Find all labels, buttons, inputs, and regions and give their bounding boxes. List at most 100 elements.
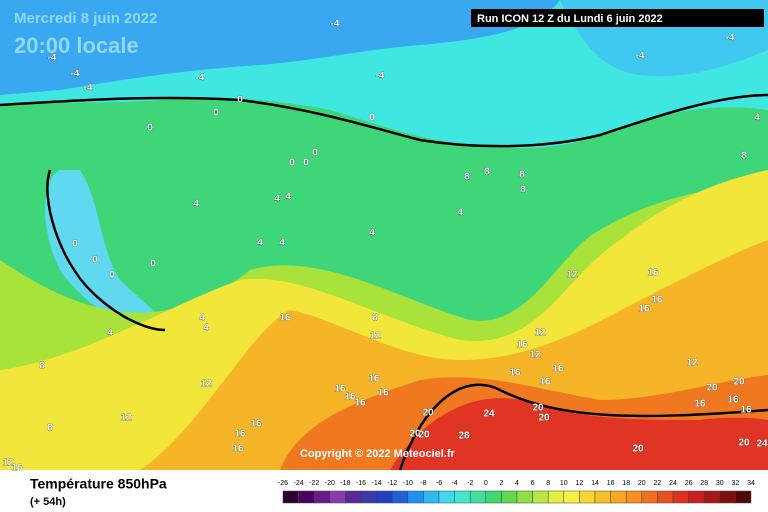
legend: Température 850hPa (+ 54h) -26 -24 -22 -20-… bbox=[30, 476, 755, 508]
contour-label: 16 bbox=[232, 444, 244, 455]
scale-label: 10 bbox=[560, 480, 568, 487]
contour-label: 0 bbox=[303, 158, 309, 169]
contour-label: 16 bbox=[509, 368, 521, 379]
contour-label: 4 bbox=[457, 208, 463, 219]
contour-label: 16 bbox=[694, 399, 706, 410]
scale-label: -14 bbox=[372, 480, 382, 487]
contour-label: 12 bbox=[686, 358, 698, 369]
contour-label: 16 bbox=[740, 405, 752, 416]
contour-label: 12 bbox=[529, 350, 541, 361]
scale-swatch bbox=[579, 490, 596, 504]
contour-label: 0 bbox=[369, 113, 375, 124]
labrador-cold bbox=[45, 170, 162, 330]
contour-label: 20 bbox=[422, 408, 434, 419]
scale-label: 34 bbox=[747, 480, 755, 487]
date: Mercredi 8 juin 2022 bbox=[14, 10, 157, 27]
scale-swatch bbox=[547, 490, 565, 504]
contour-label: 20 bbox=[632, 444, 644, 455]
scale-swatch bbox=[454, 490, 471, 504]
contour-label: 16 bbox=[234, 429, 246, 440]
contour-label: 0 bbox=[150, 259, 156, 270]
legend-title: Température 850hPa bbox=[30, 476, 167, 492]
contour-label: 20 bbox=[733, 377, 745, 388]
contour-label: 16 bbox=[250, 419, 262, 430]
scale-label: 28 bbox=[700, 480, 708, 487]
contour-label: 16 bbox=[334, 384, 346, 395]
contour-label: 12 bbox=[2, 458, 14, 469]
contour-label: 16 bbox=[11, 463, 23, 474]
scale-label: -26 bbox=[278, 480, 288, 487]
scale-label: 32 bbox=[732, 480, 740, 487]
run-info: Run ICON 12 Z du Lundi 6 juin 2022 bbox=[477, 13, 663, 25]
contour-label: 20 bbox=[738, 438, 750, 449]
scale-swatch bbox=[376, 490, 393, 504]
contour-label: -4 bbox=[48, 53, 57, 64]
contour-label: -4 bbox=[196, 73, 205, 84]
contour-label: 4 bbox=[369, 228, 375, 239]
contour-label: 28 bbox=[458, 431, 470, 442]
scale-swatch bbox=[360, 490, 377, 504]
scale-swatch bbox=[625, 490, 643, 504]
contour-label: -4 bbox=[84, 83, 93, 94]
contour-label: 24 bbox=[483, 409, 495, 420]
contour-label: 24 bbox=[756, 439, 768, 450]
contour-label: -4 bbox=[71, 69, 80, 80]
scale-label: -4 bbox=[451, 480, 457, 487]
scale-label: 30 bbox=[716, 480, 724, 487]
copyright: Copyright © 2022 Meteociel.fr bbox=[300, 448, 456, 460]
scale-swatch bbox=[391, 490, 409, 504]
run-box bbox=[471, 9, 764, 27]
contour-label: 0 bbox=[147, 123, 153, 134]
contour-label: 4 bbox=[193, 199, 199, 210]
scale-label: 2 bbox=[499, 480, 503, 487]
scale-label: -18 bbox=[340, 480, 350, 487]
contour-label: 16 bbox=[344, 392, 356, 403]
scale-swatch bbox=[298, 490, 315, 504]
scale-swatch bbox=[735, 490, 752, 504]
map: Run ICON 12 Z du Lundi 6 juin 2022 Mercr… bbox=[0, 0, 768, 474]
scale-label: 6 bbox=[531, 480, 535, 487]
very-cold-zone bbox=[0, 0, 560, 95]
contour-label: 20 bbox=[418, 430, 430, 441]
scale-label: 22 bbox=[654, 480, 662, 487]
scale-swatch bbox=[703, 490, 721, 504]
contour-label: 8 bbox=[519, 170, 525, 181]
scale-swatch bbox=[485, 490, 502, 504]
contour-label: 20 bbox=[532, 403, 544, 414]
zero-isotherm bbox=[0, 93, 768, 148]
contour-label: 0 bbox=[72, 239, 78, 250]
contour-label: 16 bbox=[279, 313, 291, 324]
contour-label: 16 bbox=[651, 295, 663, 306]
scale-swatch bbox=[345, 490, 362, 504]
scale-label: 20 bbox=[638, 480, 646, 487]
scale-label: 12 bbox=[576, 480, 584, 487]
twenty-isotherm bbox=[398, 383, 768, 471]
scale-label: 14 bbox=[591, 480, 599, 487]
scale-swatch bbox=[719, 490, 736, 504]
scale-label: -16 bbox=[356, 480, 366, 487]
scale-swatch bbox=[532, 490, 549, 504]
contour-label: 12 bbox=[120, 413, 132, 424]
contour-label: 8 bbox=[39, 361, 45, 372]
contour-label: 8 bbox=[520, 185, 526, 196]
contour-label: -4 bbox=[376, 71, 385, 82]
contour-label: 0 bbox=[109, 270, 115, 281]
contour-label: 0 bbox=[92, 255, 98, 266]
time: 20:00 locale bbox=[14, 33, 139, 58]
contour-label: 16 bbox=[647, 268, 659, 279]
scale-label: 24 bbox=[669, 480, 677, 487]
scale-swatch bbox=[282, 490, 299, 504]
scale-swatch bbox=[672, 490, 689, 504]
contour-label: 4 bbox=[274, 194, 280, 205]
contour-label: 16 bbox=[552, 364, 564, 375]
scale-swatch bbox=[313, 490, 331, 504]
contour-label: 16 bbox=[377, 388, 389, 399]
contour-label: 16 bbox=[516, 340, 528, 351]
scale-swatch bbox=[594, 490, 611, 504]
scale-label: 8 bbox=[546, 480, 550, 487]
scale-swatch bbox=[423, 490, 440, 504]
scale-label: 4 bbox=[515, 480, 519, 487]
scale-label: -2 bbox=[467, 480, 473, 487]
